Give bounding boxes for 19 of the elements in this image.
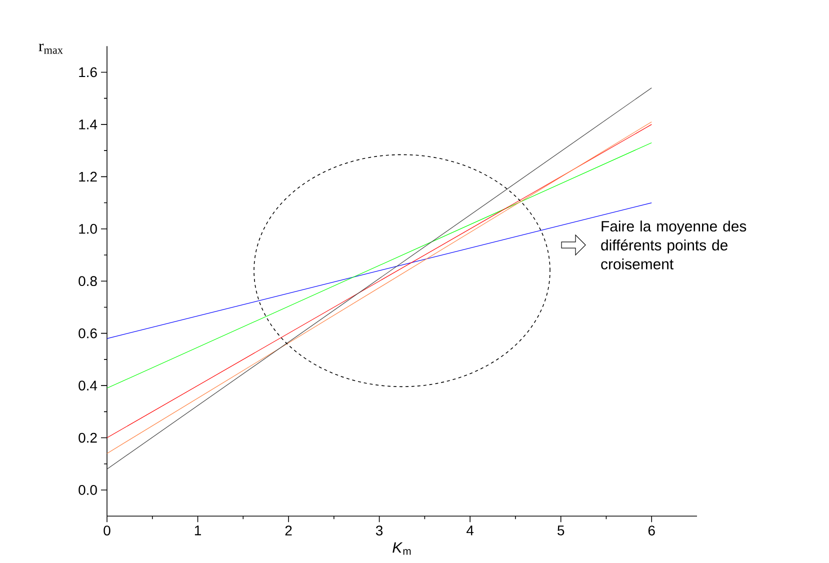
x-tick-label: 4 [466,526,474,536]
x-axis-title: K$_{m}$ [392,542,411,555]
x-tick-label: 3 [376,526,383,536]
x-tick-label: 0 [104,526,110,536]
y-tick-label: 0.0 [78,485,97,495]
x-tick-label: 1 [194,526,201,536]
y-tick-label: 0.8 [78,276,97,286]
y-axis-title: r$_{max}$ [38,44,63,54]
y-tick-label: 1.4 [79,120,98,130]
y-tick-label: 1.0 [79,224,97,234]
y-tick-label: 0.6 [78,328,97,338]
x-tick-label: 2 [285,526,292,536]
annotation: Faire la moyenne des différents points de croisement [601,220,746,270]
x-tick-label: 5 [558,526,564,536]
y-tick-label: 1.2 [79,172,97,182]
y-tick-label: 1.6 [79,67,97,78]
y-tick-label: 0.4 [78,380,98,390]
x-tick-label: 6 [648,526,655,536]
y-tick-label: 0.2 [78,432,97,443]
